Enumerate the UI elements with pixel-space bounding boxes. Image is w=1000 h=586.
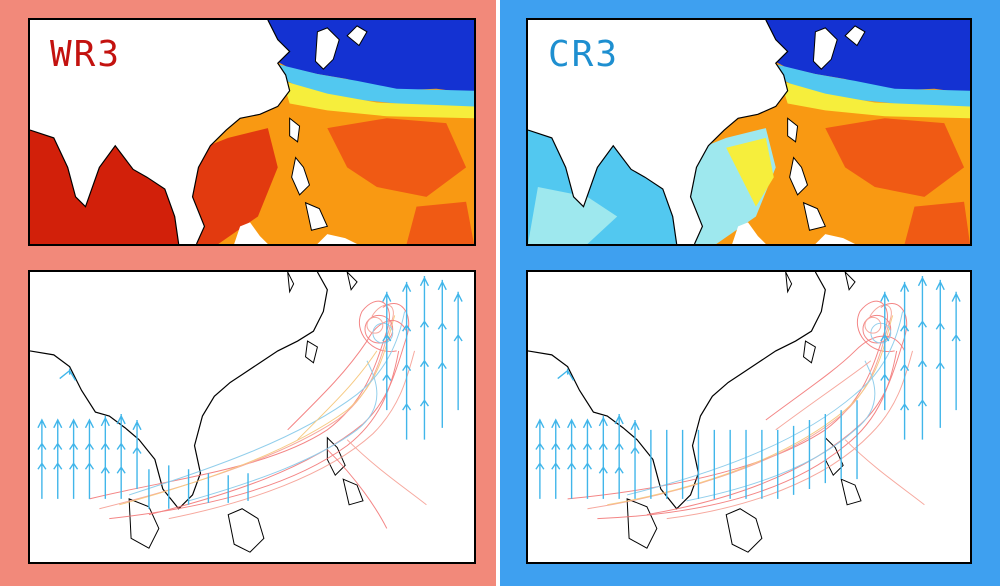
tracks-and-winds-warm: [30, 272, 463, 553]
track-map-cold: [526, 270, 972, 564]
warm-composite-panel: WR3: [0, 0, 496, 586]
wind-vectors-warm: [37, 275, 463, 509]
wind-vectors-cold: [535, 275, 961, 499]
panel-label-warm: WR3: [50, 34, 122, 75]
sst-field-warm: [30, 20, 474, 244]
sst-field-cold: [528, 20, 970, 244]
cold-composite-panel: CR3: [500, 0, 1000, 586]
sst-map-cold: CR3: [526, 18, 972, 246]
track-map-warm: [28, 270, 476, 564]
storm-tracks-cold: [567, 300, 925, 520]
panel-label-cold: CR3: [548, 34, 620, 75]
sst-map-warm: WR3: [28, 18, 476, 246]
storm-tracks-warm: [89, 300, 427, 529]
tracks-and-winds-cold: [528, 272, 961, 553]
